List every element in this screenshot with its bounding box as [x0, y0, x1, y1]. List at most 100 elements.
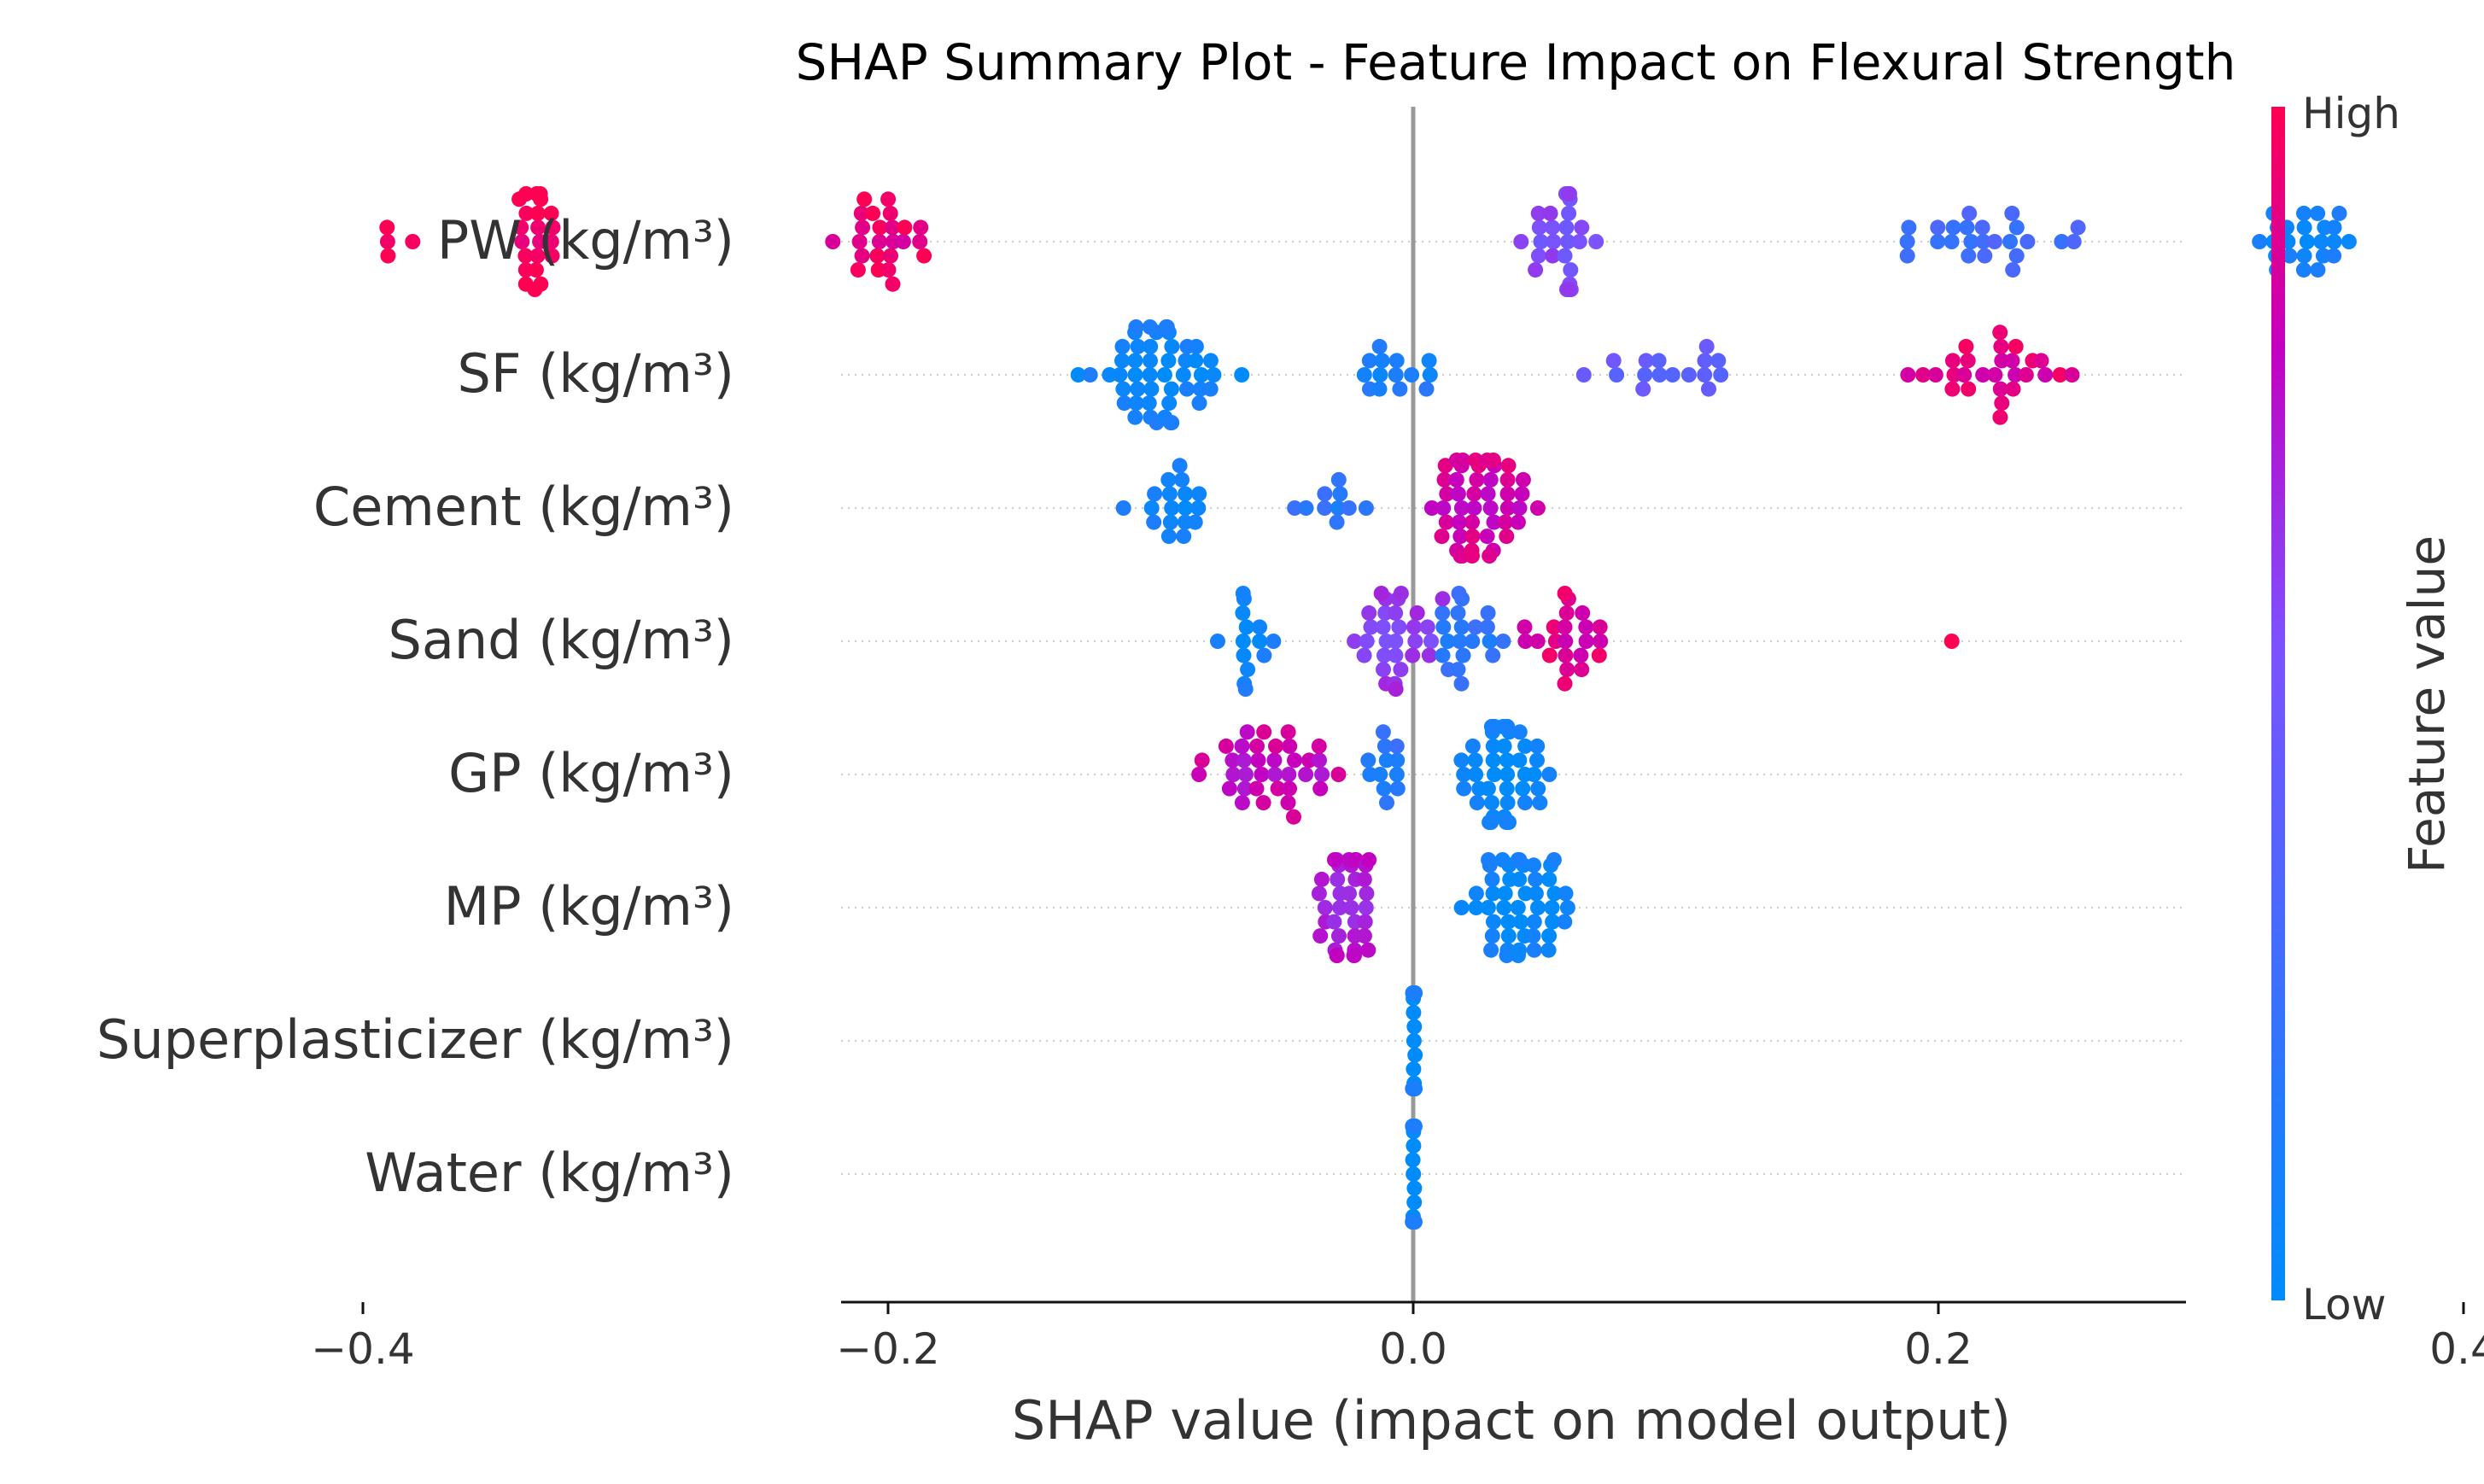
shap-point: [1347, 948, 1362, 963]
shap-point: [1544, 900, 1560, 915]
shap-point: [380, 248, 396, 264]
shap-point: [1434, 529, 1450, 545]
shap-point: [1563, 262, 1579, 278]
shap-point: [1240, 662, 1256, 678]
shap-point: [1588, 234, 1604, 249]
shap-point: [1190, 500, 1207, 516]
shap-point: [865, 205, 881, 221]
shap-point: [1464, 634, 1481, 649]
shap-point: [1499, 471, 1516, 488]
shap-point: [1930, 219, 1946, 236]
shap-point: [1559, 900, 1575, 915]
feature-label: Water (kg/m³): [365, 1142, 734, 1204]
shap-point: [850, 262, 866, 278]
shap-point: [1356, 928, 1372, 944]
shap-point: [1557, 248, 1573, 264]
shap-point: [1453, 675, 1470, 692]
shap-point: [1142, 367, 1158, 383]
shap-point: [1388, 634, 1404, 649]
shap-point: [871, 234, 887, 249]
shap-point: [1143, 381, 1160, 397]
shap-point: [1331, 928, 1347, 944]
shap-point: [1466, 500, 1482, 516]
shap-point: [1961, 248, 1977, 264]
shap-point: [1191, 767, 1207, 782]
shap-point: [2326, 219, 2342, 236]
shap-point: [1128, 395, 1144, 412]
shap-point: [1605, 353, 1622, 369]
shap-point: [1114, 353, 1130, 369]
shap-point: [855, 219, 871, 236]
shap-point: [1388, 738, 1405, 754]
shap-point: [1112, 367, 1128, 383]
shap-point: [1423, 634, 1439, 649]
shap-point: [1638, 353, 1654, 369]
shap-point: [1517, 885, 1534, 902]
shap-point: [1468, 453, 1483, 468]
shap-point: [1376, 647, 1392, 663]
shap-point: [1450, 662, 1466, 678]
shap-point: [1486, 914, 1501, 930]
shap-point: [1179, 381, 1195, 397]
shap-point: [529, 205, 546, 221]
shap-point: [2331, 205, 2347, 221]
shap-point: [1987, 367, 2003, 383]
shap-point: [1541, 647, 1558, 663]
shap-point: [1238, 767, 1254, 782]
shap-point: [1480, 900, 1496, 915]
shap-point: [2326, 248, 2342, 264]
shap-point: [854, 248, 870, 264]
shap-point: [1994, 395, 2010, 412]
shap-point: [1405, 1152, 1421, 1168]
shap-point: [1146, 514, 1162, 530]
shap-point: [1557, 914, 1573, 930]
shap-point: [1239, 724, 1255, 740]
shap-point: [1406, 1004, 1422, 1020]
shap-point: [1575, 367, 1592, 383]
shap-point: [1311, 738, 1327, 754]
shap-point: [1479, 619, 1495, 635]
shap-point: [1236, 752, 1252, 768]
shap-point: [1191, 486, 1207, 502]
shap-point: [1286, 809, 1301, 825]
shap-point: [1558, 634, 1574, 649]
shap-point: [1435, 605, 1451, 621]
shap-point: [1517, 634, 1534, 649]
shap-point: [1406, 1081, 1422, 1096]
shap-point: [1252, 619, 1268, 635]
shap-point: [1406, 1033, 1422, 1049]
shap-point: [1147, 486, 1163, 502]
shap-point: [1407, 634, 1423, 649]
shap-point: [1561, 186, 1577, 202]
shap-point: [1404, 367, 1420, 383]
shap-point: [1174, 471, 1190, 488]
shap-point: [528, 262, 544, 278]
shap-point: [1448, 453, 1464, 468]
shap-point: [1680, 367, 1697, 383]
shap-point: [1545, 248, 1561, 264]
shap-point: [2295, 262, 2312, 278]
shap-point: [2296, 248, 2312, 264]
shap-point: [2326, 234, 2342, 249]
shap-point: [517, 248, 534, 264]
shap-point: [2299, 234, 2315, 249]
shap-point: [1378, 752, 1394, 768]
shap-point: [1986, 234, 2002, 249]
shap-point: [1651, 353, 1667, 369]
shap-point: [1468, 767, 1484, 782]
shap-point: [1341, 500, 1357, 516]
shap-point: [1237, 681, 1254, 697]
shap-point: [1464, 529, 1481, 545]
shap-point: [2005, 262, 2021, 278]
shap-point: [1360, 942, 1376, 958]
shap-point: [880, 191, 897, 207]
shap-point: [1406, 1166, 1422, 1182]
shap-point: [1571, 234, 1587, 249]
shap-point: [1193, 367, 1209, 383]
shap-point: [1191, 395, 1207, 412]
feature-labels: PW (kg/m³) SF (kg/m³) Cement (kg/m³) Sand (…: [96, 209, 734, 1204]
shap-point: [1160, 471, 1177, 488]
shap-point: [1162, 514, 1178, 530]
shap-point: [1545, 914, 1561, 930]
shap-point: [1389, 780, 1406, 797]
